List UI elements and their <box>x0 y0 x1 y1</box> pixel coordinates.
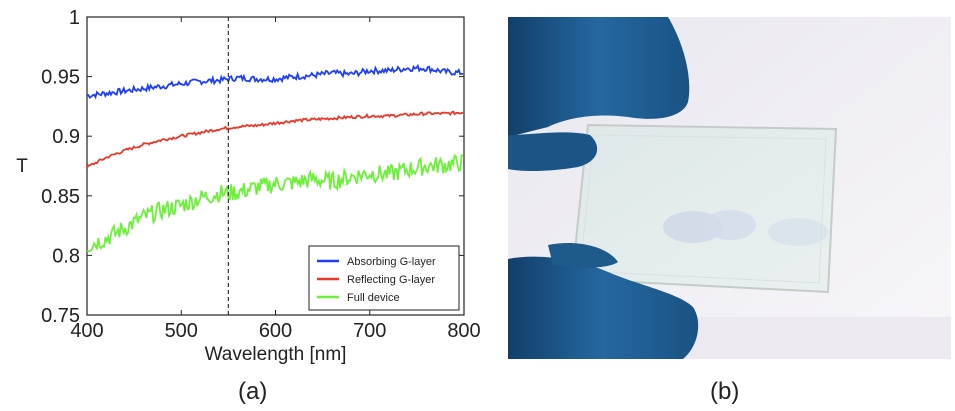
plot-area: 400 500 600 700 800 0.75 0.8 0.85 0.9 0.95 1 Absor… <box>41 7 481 342</box>
axis-ticks: 400 500 600 700 800 0.75 0.8 0.85 0.9 0.95 1 <box>41 7 481 342</box>
legend: Absorbing G-layer Reflecting G-layer Full … <box>308 245 460 311</box>
caption-a: (a) <box>238 378 268 405</box>
legend-label: Full device <box>347 292 400 304</box>
glass-plate-photo <box>508 17 951 359</box>
y-tick-label: 0.75 <box>41 305 80 327</box>
series-line-3 <box>86 153 464 253</box>
x-tick-label: 700 <box>353 320 386 342</box>
x-tick-label: 500 <box>165 320 198 342</box>
bottom-glove <box>508 256 699 359</box>
y-axis-label: T <box>16 156 28 177</box>
y-tick-label: 0.85 <box>41 186 80 208</box>
series-line-2 <box>86 110 464 169</box>
x-tick-label: 800 <box>447 320 480 342</box>
series-line-1 <box>86 63 464 100</box>
glass-plate <box>570 123 838 294</box>
x-axis-label: Wavelength [nm] <box>205 344 347 365</box>
y-tick-label: 0.9 <box>52 126 80 148</box>
y-tick-label: 0.8 <box>52 245 80 267</box>
top-glove <box>508 17 690 137</box>
x-tick-label: 400 <box>70 320 103 342</box>
legend-label: Reflecting G-layer <box>347 274 435 286</box>
caption-b: (b) <box>710 378 740 405</box>
x-tick-label: 600 <box>259 320 292 342</box>
y-tick-label: 0.95 <box>41 67 80 89</box>
y-tick-label: 1 <box>69 7 80 29</box>
legend-label: Absorbing G-layer <box>347 256 436 268</box>
series-lines <box>86 63 464 253</box>
